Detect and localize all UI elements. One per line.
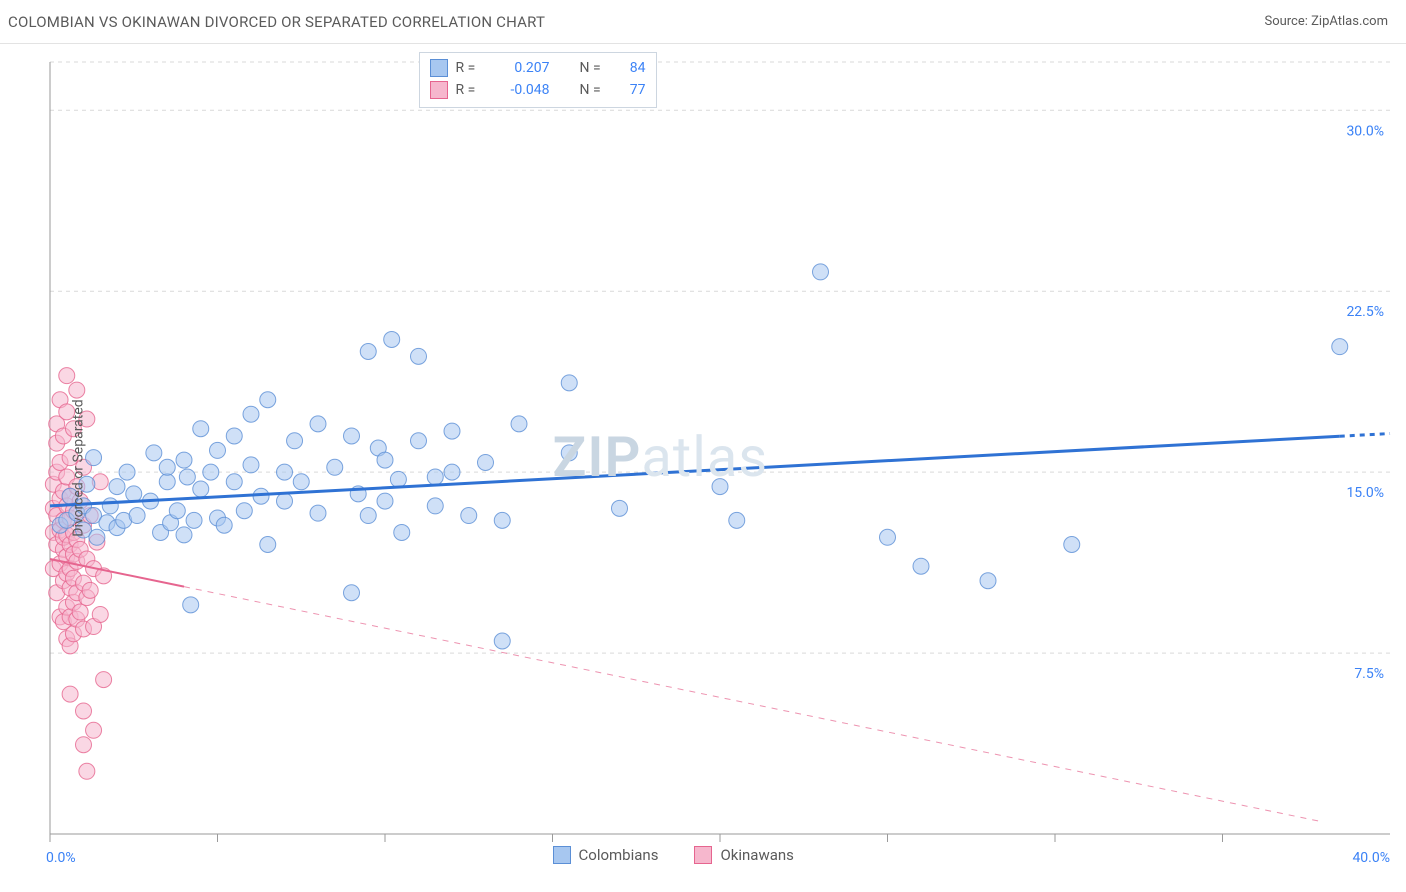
svg-text:7.5%: 7.5% xyxy=(1354,666,1384,682)
series-legend: Colombians Okinawans xyxy=(553,846,794,864)
page: COLOMBIAN VS OKINAWAN DIVORCED OR SEPARA… xyxy=(0,0,1406,892)
svg-text:15.0%: 15.0% xyxy=(1346,485,1384,501)
x-axis-min-label: 0.0% xyxy=(46,850,76,866)
svg-text:30.0%: 30.0% xyxy=(1346,123,1384,139)
scatter-chart: 7.5% 15.0% 22.5% 30.0% xyxy=(0,44,1406,892)
legend-item: Okinawans xyxy=(694,846,793,864)
correlation-legend: R =0.207N =84R =-0.048N =77 xyxy=(419,52,657,108)
legend-swatch xyxy=(553,846,571,864)
legend-swatch xyxy=(430,81,448,99)
legend-swatch xyxy=(694,846,712,864)
plot-area: Divorced or Separated 7.5% 15.0% 22.5% 30.0… xyxy=(0,44,1406,892)
y-axis-label: Divorced or Separated xyxy=(71,399,87,536)
legend-swatch xyxy=(430,59,448,77)
x-axis-max-label: 40.0% xyxy=(1352,850,1390,866)
source-label: Source: ZipAtlas.com xyxy=(1264,14,1388,29)
chart-header: COLOMBIAN VS OKINAWAN DIVORCED OR SEPARA… xyxy=(0,0,1406,44)
chart-title: COLOMBIAN VS OKINAWAN DIVORCED OR SEPARA… xyxy=(8,13,545,31)
svg-text:22.5%: 22.5% xyxy=(1346,304,1384,320)
legend-item: Colombians xyxy=(553,846,659,864)
